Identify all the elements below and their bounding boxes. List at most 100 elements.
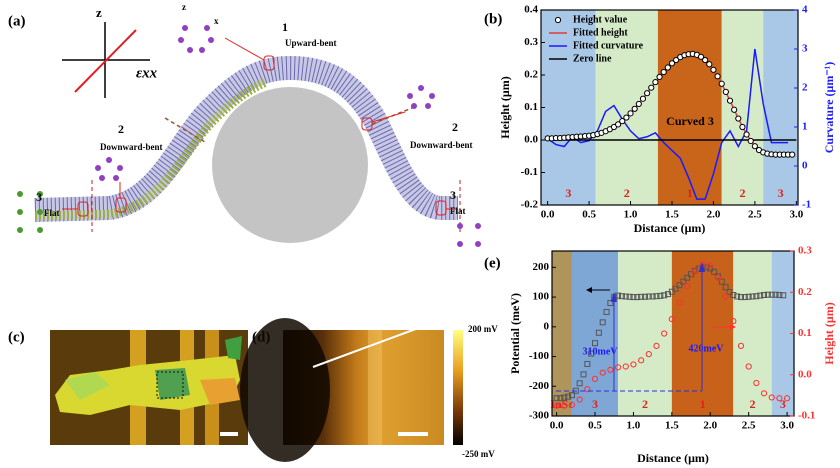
data-point [661, 330, 668, 337]
data-point [726, 97, 734, 104]
scan-arrow [312, 322, 433, 368]
annotation: Curved 3 [666, 114, 714, 128]
data-point [697, 53, 705, 60]
data-point [576, 380, 583, 387]
y-tick-label: -0.2 [521, 199, 539, 211]
data-point [668, 60, 676, 67]
legend-label: Height value [573, 14, 628, 25]
data-point [776, 395, 783, 402]
data-point [591, 375, 599, 382]
data-point [607, 300, 614, 307]
region-label: Downward-bent [410, 140, 473, 150]
data-point [580, 371, 587, 378]
y-tick-label: 0.1 [524, 101, 538, 113]
data-point [553, 395, 560, 402]
y-tick-label: -0.1 [521, 166, 538, 178]
data-point [615, 121, 622, 128]
boundary-line [164, 117, 206, 143]
colorbar-label: 200 mV [468, 324, 498, 334]
pointer [371, 111, 406, 123]
region [657, 10, 722, 205]
data-point [707, 265, 714, 272]
data-point [638, 293, 645, 300]
data-point [568, 401, 576, 408]
data-point [718, 278, 725, 285]
data-point [661, 292, 668, 299]
y-tick-label: 200 [533, 261, 550, 273]
data-point [622, 293, 629, 300]
data-point [588, 350, 595, 357]
arrow-head [586, 287, 592, 293]
data-point [714, 274, 722, 281]
arrow-head [730, 324, 736, 330]
y2-axis-label: Height (μm) [822, 302, 836, 364]
x-tick-label: 0.0 [550, 420, 564, 432]
data-point [757, 292, 764, 299]
region-label: Downward-bent [100, 142, 163, 152]
region [618, 251, 672, 416]
x-tick-label: 1.5 [665, 209, 679, 221]
data-point [751, 143, 758, 150]
data-point [714, 73, 721, 80]
icon-axis: x [214, 16, 219, 26]
region-label: 1 [687, 186, 693, 200]
data-point [780, 292, 787, 299]
data-point [553, 402, 560, 409]
y-tick-label: 0.3 [524, 36, 538, 48]
data-point [753, 379, 760, 387]
y2-tick-label: 0 [802, 160, 808, 172]
x-tick-label: 2.0 [707, 209, 721, 221]
region-number: 1 [282, 20, 288, 34]
data-point [664, 64, 671, 71]
panel-label: (c) [8, 329, 25, 345]
data-point [691, 268, 698, 275]
region-label: 3 [592, 397, 598, 411]
data-point [676, 282, 683, 289]
data-point [737, 342, 745, 349]
data-point [623, 114, 630, 121]
data-point [561, 394, 568, 401]
region-number: 3 [36, 190, 42, 204]
region-label: 3 [565, 186, 571, 200]
data-point [576, 396, 583, 403]
data-point [607, 366, 614, 373]
data-point [657, 292, 664, 299]
optical-image [50, 330, 248, 445]
data-point [761, 292, 768, 298]
data-point [627, 110, 634, 117]
panel-label: (e) [484, 255, 501, 271]
data-point [656, 73, 663, 81]
region [571, 251, 619, 416]
axis-label: z [96, 5, 102, 20]
data-point [653, 342, 660, 349]
legend-label: Fitted height [573, 27, 628, 38]
data-point [676, 299, 683, 306]
y2-tick-label: 3 [802, 43, 808, 55]
data-point [745, 363, 752, 370]
y-axis-label: Potential (meV) [508, 293, 522, 374]
axis-label: εxx [136, 65, 158, 81]
diagram: z εxx z x 1 Upward-bent 2 D [17, 2, 481, 247]
data-point [639, 95, 647, 102]
data-point [599, 319, 606, 326]
region-label: 1 [700, 397, 706, 411]
data-point [561, 402, 568, 409]
data-point [747, 137, 754, 145]
region [541, 10, 596, 205]
y-axis-label: Height (μm) [498, 76, 512, 138]
region-box [156, 371, 184, 399]
x-tick-label: 0.0 [541, 209, 555, 221]
flake-grid [34, 55, 458, 222]
legend-label: Fitted curvature [573, 40, 644, 51]
region [763, 10, 798, 205]
x-tick-label: 0.5 [588, 420, 602, 432]
data-point [614, 364, 622, 371]
data-point [783, 395, 791, 402]
substrate-sphere [212, 87, 368, 243]
flake [155, 368, 190, 400]
legend-label: Zero line [573, 53, 612, 64]
data-point [702, 56, 709, 64]
data-point [568, 392, 575, 399]
y-tick-label: 0.4 [524, 4, 538, 16]
